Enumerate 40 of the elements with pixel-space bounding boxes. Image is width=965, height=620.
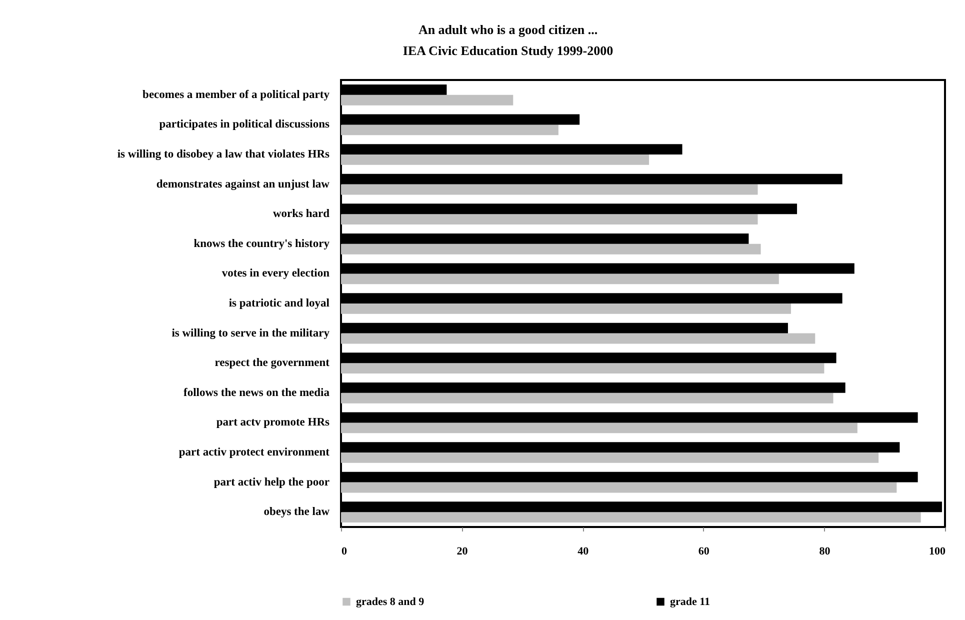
bar [341,392,834,404]
bar [341,363,824,374]
bar [341,124,558,136]
bar [341,422,858,434]
bar [341,274,779,284]
y-tick-label: part activ protect environment [178,446,330,458]
bar [341,214,758,225]
chart-subtitle: IEA Civic Education Study 1999-2000 [402,43,614,58]
y-tick-label: demonstrates against an unjust law [156,178,330,190]
x-tick-label: 20 [456,546,468,558]
y-tick-label: votes in every election [222,268,330,280]
y-tick-label: part actv promote HRs [216,416,330,429]
y-tick-label: obeys the law [264,506,330,518]
bar [341,333,816,344]
bar [341,482,897,493]
y-tick-label: becomes a member of a political party [142,88,330,101]
y-tick-label: is willing to disobey a law that violates HRs [117,148,330,160]
y-tick-label: is patriotic and loyal [228,298,330,310]
bar [341,184,758,195]
bar [341,512,921,523]
legend-label: grades 8 and 9 [356,596,425,608]
bar [341,304,791,314]
x-tick-label: 60 [698,546,710,558]
y-tick-label: respect the government [214,357,330,370]
bar [341,154,650,165]
chart-title: An adult who is a good citizen ... [418,22,598,37]
y-tick-label: follows the news on the media [184,386,330,399]
y-tick-label: works hard [272,208,330,220]
legend-label: grade 11 [670,596,710,608]
y-tick-label: participates in political discussions [159,118,330,131]
y-tick-label: is willing to serve in the military [172,327,330,340]
x-tick-label: 80 [819,546,831,558]
bar [341,94,514,106]
x-tick-label: 100 [929,546,946,558]
x-tick-label: 0 [342,546,348,558]
x-tick-label: 40 [578,546,590,558]
bar [341,244,761,254]
bar [341,452,879,463]
y-tick-label: knows the country's history [194,238,330,250]
y-tick-label: part activ help the poor [214,476,330,488]
